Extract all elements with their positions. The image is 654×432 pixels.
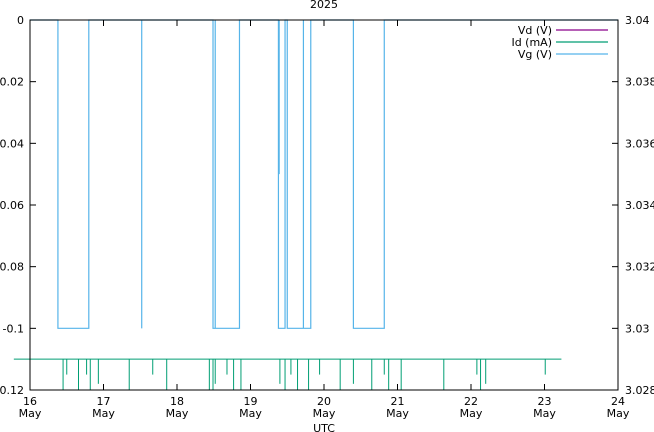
x-tick-label-month: May [313, 407, 336, 420]
y-right-tick-label: 3.028 [625, 384, 654, 397]
x-axis-label: UTC [313, 422, 335, 432]
y-left-tick-label: -0.04 [0, 137, 24, 150]
y-right-tick-label: 3.032 [625, 261, 654, 274]
x-tick-label-month: May [607, 407, 630, 420]
plot-frame [29, 19, 619, 391]
y-left-tick-label: -0.02 [0, 76, 24, 89]
legend-label: Vg (V) [518, 48, 552, 61]
y-left-tick-label: -0.1 [3, 322, 24, 335]
legend-label: Id (mA) [511, 36, 552, 49]
series-layer [13, 19, 618, 390]
x-tick-label: 22 [464, 395, 478, 408]
y-right-tick-label: 3.036 [625, 137, 654, 150]
x-tick-label-month: May [92, 407, 115, 420]
x-tick-label: 19 [244, 395, 258, 408]
x-tick-label: 17 [97, 395, 111, 408]
y-right-tick-label: 3.04 [625, 14, 650, 27]
x-tick-label: 18 [170, 395, 184, 408]
axis-layer: 16May17May18May19May20May21May22May23May… [0, 14, 654, 420]
x-tick-label-month: May [460, 407, 483, 420]
x-tick-label: 24 [611, 395, 625, 408]
x-tick-label: 21 [391, 395, 405, 408]
vg-series-line [30, 19, 618, 329]
x-tick-label-month: May [239, 407, 262, 420]
x-tick-label-month: May [386, 407, 409, 420]
legend: Vd (V)Id (mA)Vg (V) [511, 24, 608, 61]
x-tick-label-month: May [166, 407, 189, 420]
x-tick-label: 23 [538, 395, 552, 408]
y-right-tick-label: 3.03 [625, 322, 650, 335]
x-tick-label-month: May [533, 407, 556, 420]
x-tick-label: 20 [317, 395, 331, 408]
y-left-tick-label: -0.08 [0, 261, 24, 274]
x-tick-label-month: May [19, 407, 42, 420]
y-left-tick-label: -0.06 [0, 199, 24, 212]
y-left-tick-label: -0.12 [0, 384, 24, 397]
legend-label: Vd (V) [518, 24, 552, 37]
x-tick-label: 16 [23, 395, 37, 408]
y-left-tick-label: 0 [17, 14, 24, 27]
chart-title: 2025 [310, 0, 338, 11]
y-right-tick-label: 3.034 [625, 199, 654, 212]
y-right-tick-label: 3.038 [625, 76, 654, 89]
